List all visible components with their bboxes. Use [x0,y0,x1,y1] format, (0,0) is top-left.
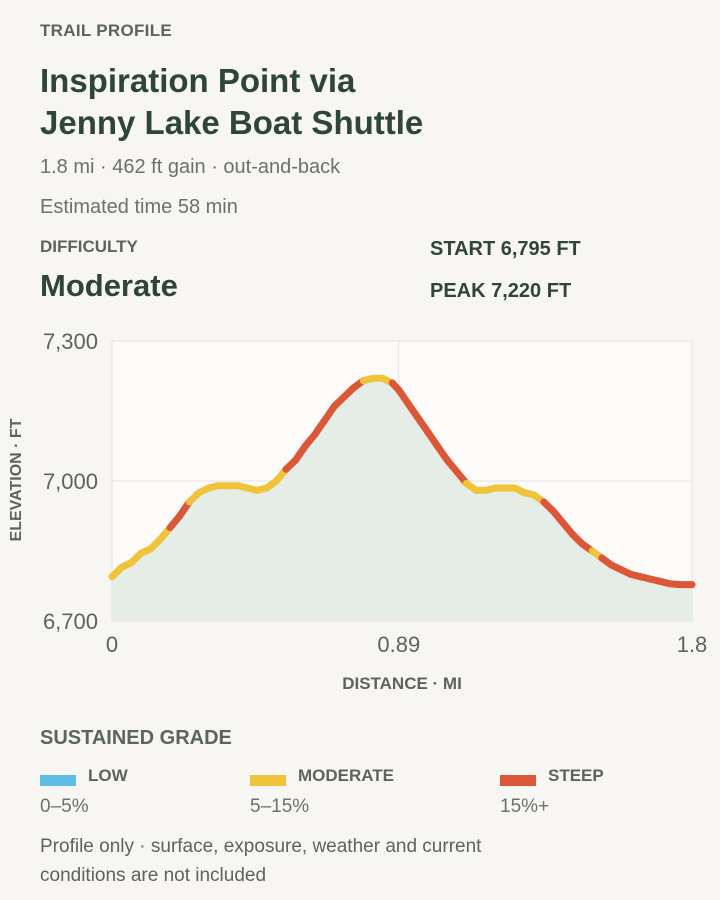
estimated-time: Estimated time 58 min [40,196,238,218]
difficulty-value: Moderate [40,268,178,303]
legend-range-low: 0–5% [40,796,89,817]
x-tick-label: 1.8 [677,632,708,657]
start-elevation: START 6,795 FT [430,238,581,260]
x-axis-title: DISTANCE · MI [342,674,462,693]
trail-title-line-2: Jenny Lake Boat Shuttle [40,104,424,141]
legend-range-moderate: 5–15% [250,796,310,817]
elevation-line [108,374,696,589]
x-tick-label: 0 [106,632,118,657]
difficulty-label: DIFFICULTY [40,237,138,256]
legend-range-steep: 15%+ [500,796,550,817]
legend-swatch-low [40,775,76,786]
legend-title: SUSTAINED GRADE [40,727,232,749]
disclaimer-footnote: Profile only · surface, exposure, weathe… [40,836,482,886]
section-eyebrow: TRAIL PROFILE [40,21,173,40]
trail-title-line-1: Inspiration Point via [40,62,356,99]
trail-title: Inspiration Point via Jenny Lake Boat Sh… [40,60,640,144]
legend-label-low: LOW [88,766,128,785]
y-tick-label: 6,700 [43,609,98,634]
x-tick-labels: 0 0.89 1.8 [106,632,707,657]
legend-label-moderate: MODERATE [298,766,395,785]
peak-elevation: PEAK 7,220 FT [430,280,572,302]
legend-swatch-steep [500,775,536,786]
y-tick-label: 7,000 [43,469,98,494]
y-axis-title: ELEVATION · FT [8,418,25,542]
y-tick-label: 7,300 [43,329,98,354]
legend-label-steep: STEEP [548,766,604,785]
trail-stats: 1.8 mi · 462 ft gain · out-and-back [40,156,341,178]
y-tick-labels: 6,700 7,000 7,300 [43,329,98,634]
legend-swatch-moderate [250,775,286,786]
x-tick-label: 0.89 [377,632,420,657]
elevation-area [112,378,692,621]
